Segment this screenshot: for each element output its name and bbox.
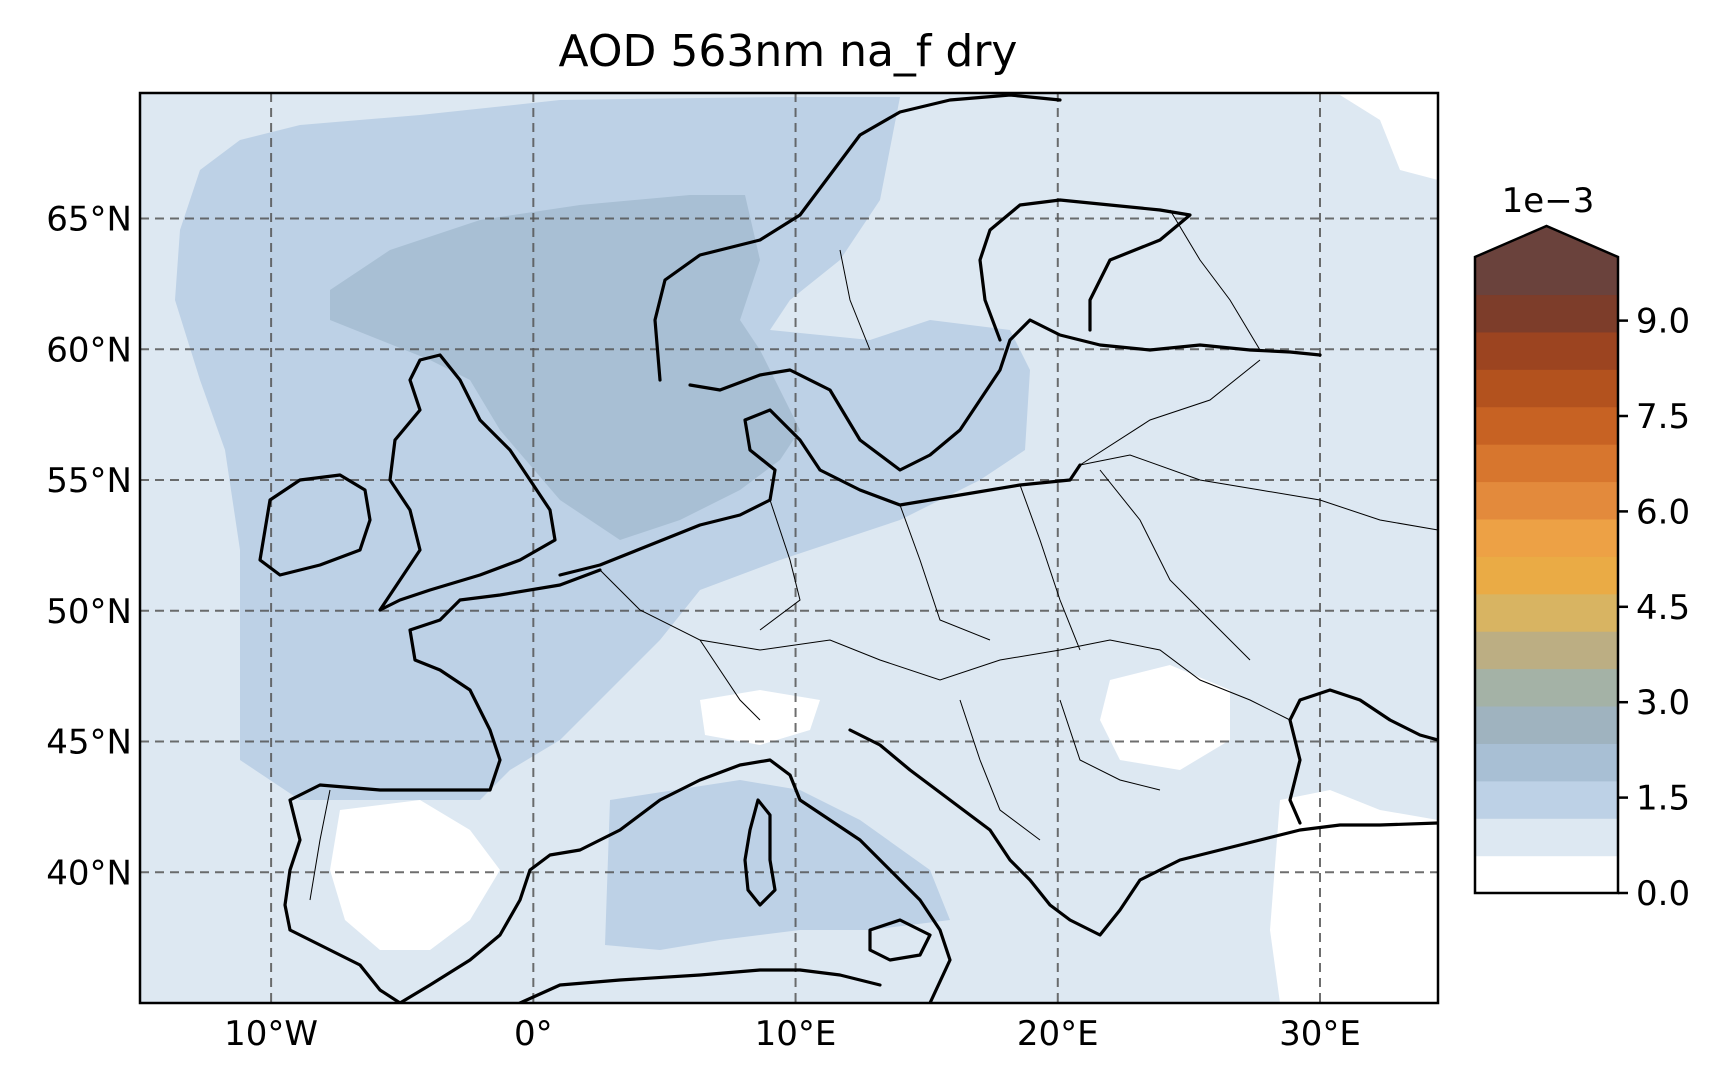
aod-field-level-0-balkans: [700, 665, 1230, 770]
coastline-gulf-of-bothnia: [978, 198, 1192, 342]
x-tick-label: 30°E: [1279, 1014, 1361, 1054]
colorbar-tick-label: 3.0: [1636, 683, 1690, 723]
colorbar-band: [1475, 369, 1618, 408]
coastlines: [258, 93, 1438, 1003]
map-area: [140, 93, 1438, 1003]
aod-field-level-3: [330, 195, 800, 540]
coastline-continent-west: [283, 408, 1082, 1003]
coastline-norway-sweden: [653, 93, 1322, 472]
x-tick-label: 10°W: [224, 1014, 318, 1054]
colorbar-ticks: 0.0 1.5 3.0 4.5 6.0 7.5 9.0: [1618, 302, 1690, 914]
colorbar-band: [1475, 444, 1618, 483]
colorbar-band: [1475, 631, 1618, 670]
colorbar-band: [1475, 593, 1618, 632]
coastline-sicily: [868, 918, 932, 962]
colorbar-band: [1475, 556, 1618, 595]
y-tick-label: 60°N: [46, 330, 132, 370]
y-tick-label: 65°N: [46, 200, 132, 240]
coastline-ireland: [258, 473, 372, 577]
colorbar: 1e−3 0.0 1.5 3.0 4.5 6.0 7.5 9.0: [1473, 181, 1690, 914]
colorbar-tick-label: 1.5: [1636, 779, 1690, 819]
y-tick-label: 40°N: [46, 853, 132, 893]
colorbar-tick-label: 7.5: [1636, 397, 1690, 437]
colorbar-band: [1475, 518, 1618, 557]
coastline-mediterranean: [398, 758, 952, 1003]
colorbar-bands: [1475, 257, 1618, 894]
latitude-ticks: 40°N 45°N 50°N 55°N 60°N 65°N: [46, 200, 132, 894]
colorbar-band: [1475, 705, 1618, 744]
y-tick-label: 45°N: [46, 723, 132, 763]
colorbar-band: [1475, 331, 1618, 370]
coastline-black-sea: [1288, 688, 1438, 825]
colorbar-band: [1475, 406, 1618, 445]
aod-field: [140, 93, 1438, 1003]
x-tick-label: 20°E: [1017, 1014, 1099, 1054]
x-tick-label: 0°: [514, 1014, 553, 1054]
colorbar-band: [1475, 743, 1618, 782]
longitude-ticks: 10°W 0° 10°E 20°E 30°E: [224, 1014, 1361, 1054]
x-tick-label: 10°E: [755, 1014, 837, 1054]
colorbar-band: [1475, 257, 1618, 296]
aod-field-level-0-iberia: [330, 800, 500, 950]
colorbar-band: [1475, 855, 1618, 894]
colorbar-band: [1475, 780, 1618, 819]
colorbar-outline: [1473, 224, 1620, 895]
map-gridlines: [140, 93, 1438, 1003]
colorbar-band: [1475, 818, 1618, 857]
colorbar-extend-triangle: [1475, 226, 1618, 257]
colorbar-tick-label: 9.0: [1636, 302, 1690, 342]
map-frame: [138, 91, 1440, 1005]
aod-field-level-2-mediterranean: [605, 780, 950, 950]
coastline-great-britain: [378, 353, 557, 612]
colorbar-band: [1475, 668, 1618, 707]
aod-field-level-0-east: [1270, 93, 1438, 1003]
colorbar-tick-label: 0.0: [1636, 874, 1690, 914]
country-borders: [309, 209, 1438, 901]
map-title: AOD 563nm na_f dry: [559, 26, 1018, 77]
colorbar-multiplier-label: 1e−3: [1502, 181, 1595, 221]
colorbar-band: [1475, 481, 1618, 520]
coastline-adriatic-balkans: [848, 728, 1438, 937]
border-lines: [309, 209, 1438, 901]
colorbar-band: [1475, 294, 1618, 333]
colorbar-tick-label: 6.0: [1636, 492, 1690, 532]
coastline-sardinia-corsica: [743, 798, 777, 907]
y-tick-label: 50°N: [46, 592, 132, 632]
colorbar-tick-label: 4.5: [1636, 588, 1690, 628]
y-tick-label: 55°N: [46, 461, 132, 501]
